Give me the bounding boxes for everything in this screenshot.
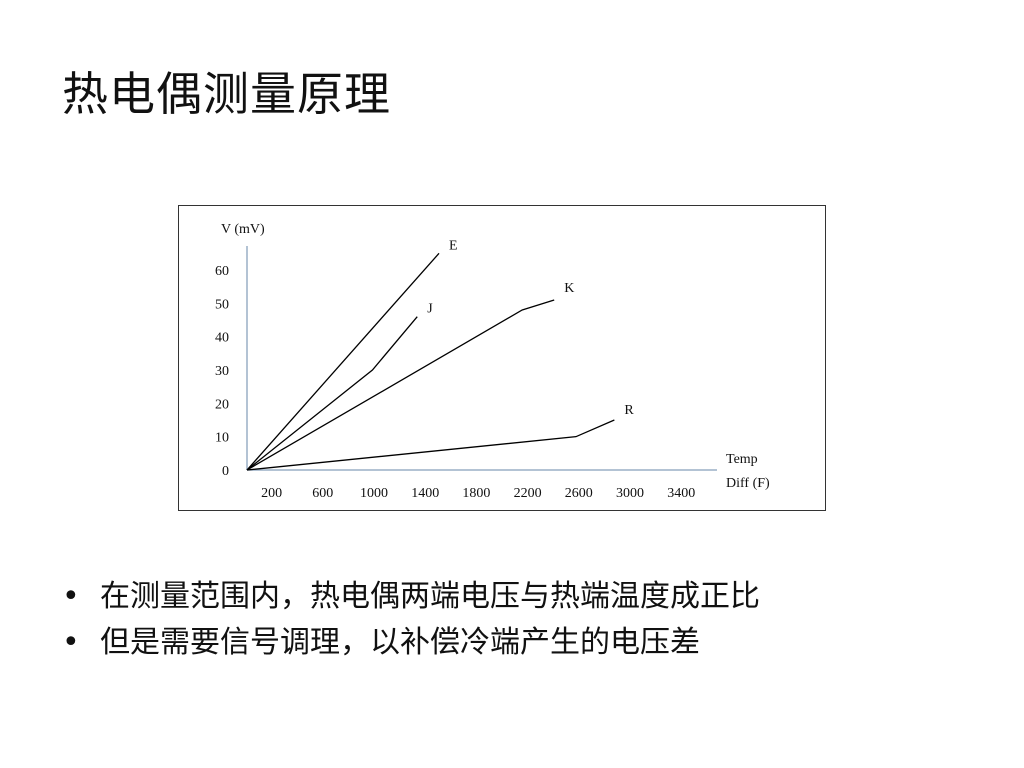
y-tick-label: 0 [222, 464, 229, 479]
x-axis-label-line-2: Diff (F) [726, 476, 770, 491]
y-tick-label: 20 [215, 397, 229, 412]
series-label-k: K [564, 281, 574, 296]
y-tick-label: 40 [215, 331, 229, 346]
bullet-item: • 在测量范围内，热电偶两端电压与热端温度成正比 [62, 574, 760, 620]
bullet-item: • 但是需要信号调理，以补偿冷端产生的电压差 [62, 620, 760, 666]
x-tick-label: 600 [312, 486, 333, 501]
x-tick-label: 200 [261, 486, 282, 501]
x-tick-label: 2600 [565, 486, 593, 501]
series-label-j: J [427, 302, 433, 317]
bullet-dot-icon: • [62, 579, 80, 614]
x-tick-label: 1000 [360, 486, 388, 501]
bullet-text: 在测量范围内，热电偶两端电压与热端温度成正比 [100, 579, 760, 614]
bullet-text: 但是需要信号调理，以补偿冷端产生的电压差 [100, 625, 700, 660]
y-tick-label: 60 [215, 264, 229, 279]
y-tick-label: 50 [215, 297, 229, 312]
series-label-e: E [449, 238, 458, 253]
bullet-dot-icon: • [62, 625, 80, 660]
series-line-j [246, 316, 418, 471]
thermocouple-chart: V (mV) 0 10 20 30 40 50 60 200 600 1000 1400 1800 2… [215, 222, 770, 501]
series-line-r [246, 419, 615, 471]
series-line-e [246, 252, 440, 471]
series-label-r: R [624, 403, 634, 418]
y-axis-label: V (mV) [221, 222, 265, 237]
slide-title: 热电偶测量原理 [62, 67, 391, 121]
series-line-k [246, 299, 555, 471]
y-tick-label: 30 [215, 364, 229, 379]
x-tick-label: 2200 [514, 486, 542, 501]
x-tick-label: 1800 [462, 486, 490, 501]
x-tick-label: 3000 [616, 486, 644, 501]
x-tick-label: 1400 [411, 486, 439, 501]
chart-frame: V (mV) 0 10 20 30 40 50 60 200 600 1000 1400 1800 2… [178, 205, 826, 511]
x-tick-label: 3400 [667, 486, 695, 501]
y-tick-label: 10 [215, 431, 229, 446]
bullet-list: • 在测量范围内，热电偶两端电压与热端温度成正比 • 但是需要信号调理，以补偿冷端产… [62, 574, 760, 666]
x-axis-label-line-1: Temp [726, 452, 758, 467]
